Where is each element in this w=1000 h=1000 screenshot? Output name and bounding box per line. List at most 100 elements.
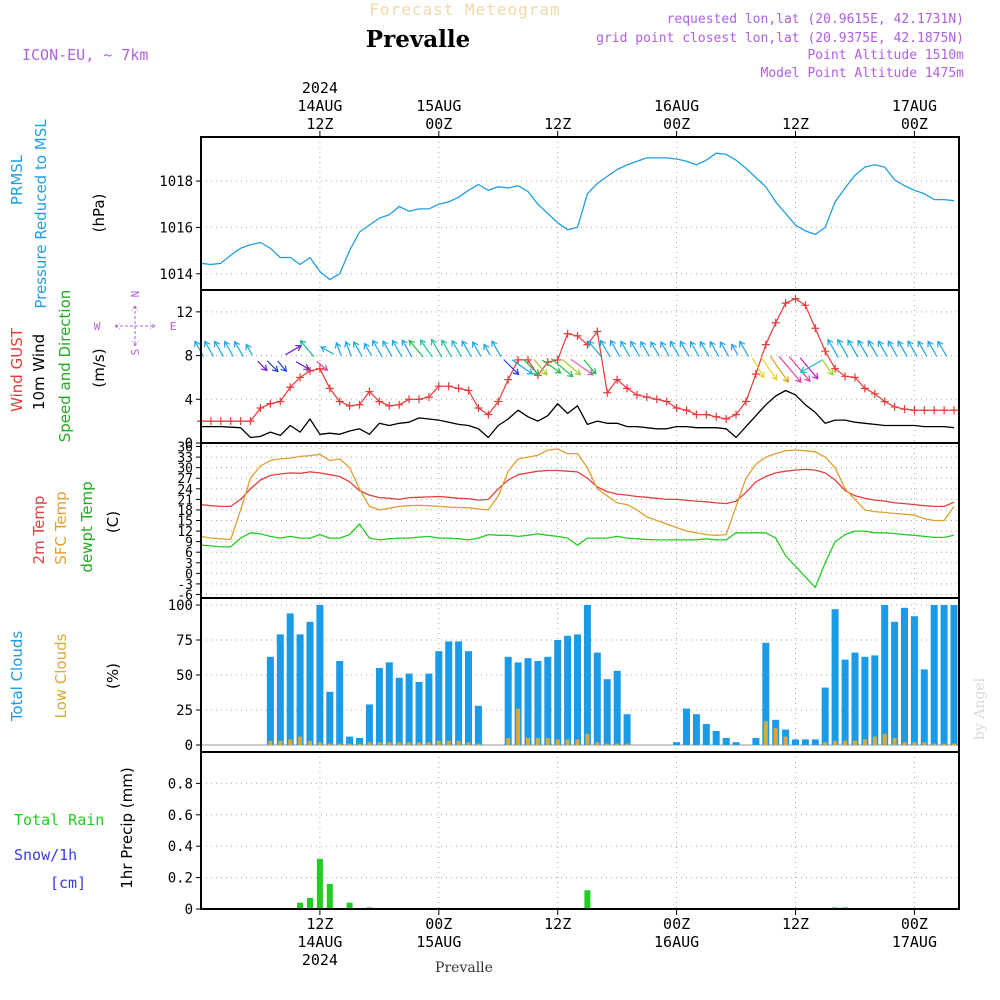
- panel-frames: [196, 131, 960, 915]
- wind-speed-line: [201, 389, 955, 439]
- wind-direction-arrow: [483, 343, 491, 356]
- wind-gust-marker: [385, 401, 394, 410]
- low-cloud-bar: [456, 740, 461, 745]
- low-cloud-bar: [833, 740, 838, 745]
- wind-gust-marker: [860, 384, 869, 393]
- wind-direction-arrow: [214, 340, 224, 357]
- low-cloud-bar: [595, 742, 600, 745]
- wind-direction-arrow: [827, 338, 839, 358]
- time-label-bottom: 16AUG: [654, 933, 699, 951]
- wind-direction-arrow: [503, 359, 520, 376]
- y-tick-label: -6: [177, 588, 193, 603]
- total-cloud-bar: [623, 714, 631, 745]
- wind-direction-arrow: [751, 357, 765, 379]
- total-cloud-bar: [336, 661, 344, 745]
- total-cloud-bar: [613, 670, 621, 745]
- wind-direction-arrow: [760, 356, 778, 381]
- low-cloud-bar: [902, 742, 907, 745]
- wind-direction-arrow: [561, 359, 582, 376]
- wind-gust-marker: [464, 386, 473, 395]
- low-cloud-bar: [942, 743, 947, 745]
- y-tick-label: 21: [177, 493, 193, 508]
- temp-line-1: [200, 448, 955, 541]
- total-cloud-bar: [365, 704, 373, 745]
- wind-direction-arrow: [344, 340, 352, 357]
- data-layer: [194, 152, 959, 910]
- temp-2m-label: 2m Temp: [30, 496, 48, 565]
- wind-direction-arrow: [709, 340, 720, 357]
- wind-gust-marker: [256, 404, 265, 413]
- pressure-label-2: Pressure Reduced to MSL: [32, 119, 50, 309]
- wind-direction-arrow: [689, 340, 700, 357]
- total-cloud-bar: [683, 708, 690, 745]
- wind-direction-arrow: [382, 340, 393, 357]
- text-layer: 10141016101804812-6-30369121518212427303…: [8, 79, 937, 969]
- watermark: by Angel: [972, 677, 988, 740]
- wind-gust-marker: [276, 397, 285, 406]
- wind-gust-marker: [801, 301, 810, 310]
- wind-gust-marker: [821, 347, 830, 356]
- time-label-bottom: 17AUG: [892, 933, 937, 951]
- wind-gust-marker: [940, 406, 949, 415]
- wind-gust-marker: [672, 404, 681, 413]
- wind-gust-marker: [593, 327, 602, 336]
- wind-direction-arrow: [372, 339, 383, 358]
- precip-unit: 1hr Precip (mm): [118, 767, 136, 888]
- wind-gust-marker: [414, 395, 423, 404]
- total-cloud-bar: [940, 605, 948, 745]
- total-cloud-bar: [702, 724, 710, 745]
- wind-direction-arrow: [917, 340, 928, 357]
- wind-gust-marker: [692, 410, 701, 419]
- total-cloud-bar: [514, 662, 522, 745]
- wind-gust-marker: [732, 410, 741, 419]
- wind-direction-arrow: [788, 356, 811, 383]
- point-altitude: Point Altitude 1510m: [807, 48, 964, 63]
- wind-gust-marker: [662, 397, 671, 406]
- low-cloud-bar: [823, 742, 828, 745]
- wind-direction-arrow: [224, 340, 234, 357]
- time-label-bottom: 00Z: [663, 915, 690, 933]
- total-cloud-bar: [385, 662, 393, 745]
- wind-gust-marker: [395, 400, 404, 409]
- wind-direction-arrow: [491, 340, 502, 357]
- pressure-unit: (hPa): [90, 194, 108, 233]
- time-label-top: 2024: [302, 79, 338, 97]
- low-cloud-bar: [585, 733, 590, 745]
- y-tick-label: 15: [177, 515, 193, 530]
- wind-direction-arrow: [877, 340, 888, 357]
- wind-gust-marker: [652, 395, 661, 404]
- wind-direction-arrow: [799, 359, 822, 374]
- total-cloud-bar: [910, 616, 918, 745]
- wind-gust-marker: [365, 387, 374, 396]
- time-label-bottom: 12Z: [782, 915, 809, 933]
- time-label-bottom: 00Z: [425, 915, 452, 933]
- y-tick-label: 0: [185, 567, 193, 582]
- wind-gust-marker: [722, 414, 731, 423]
- total-cloud-bar: [455, 641, 463, 745]
- wind-gust-marker: [761, 340, 770, 349]
- low-cloud-bar: [615, 743, 620, 745]
- wind-gust-marker: [890, 402, 899, 411]
- rain-bar: [307, 898, 313, 909]
- compass-rose-icon: [114, 305, 156, 347]
- wind-direction-arrow: [699, 340, 710, 357]
- low-cloud-bar: [862, 739, 867, 745]
- y-tick-label: 8: [185, 349, 193, 365]
- low-cloud-bar: [625, 743, 630, 745]
- low-cloud-bar: [575, 739, 580, 745]
- total-cloud-bar: [405, 673, 413, 745]
- model-name: ICON-EU, ~ 7km: [22, 46, 148, 64]
- rain-bar: [316, 858, 323, 909]
- y-tick-label: 0.6: [168, 808, 193, 824]
- wind-gust-marker: [405, 395, 414, 404]
- wind-direction-arrow: [660, 340, 670, 357]
- time-label-top: 16AUG: [654, 97, 699, 115]
- low-cloud-bar: [922, 742, 927, 745]
- low-cloud-bar: [337, 743, 342, 745]
- total-cloud-bar: [762, 642, 770, 745]
- wind-gust-marker: [850, 373, 859, 382]
- wind-direction-arrow: [245, 343, 253, 356]
- total-cloud-bar: [445, 641, 453, 745]
- wind-direction-arrow: [451, 339, 462, 358]
- wind-gust-marker: [523, 355, 532, 364]
